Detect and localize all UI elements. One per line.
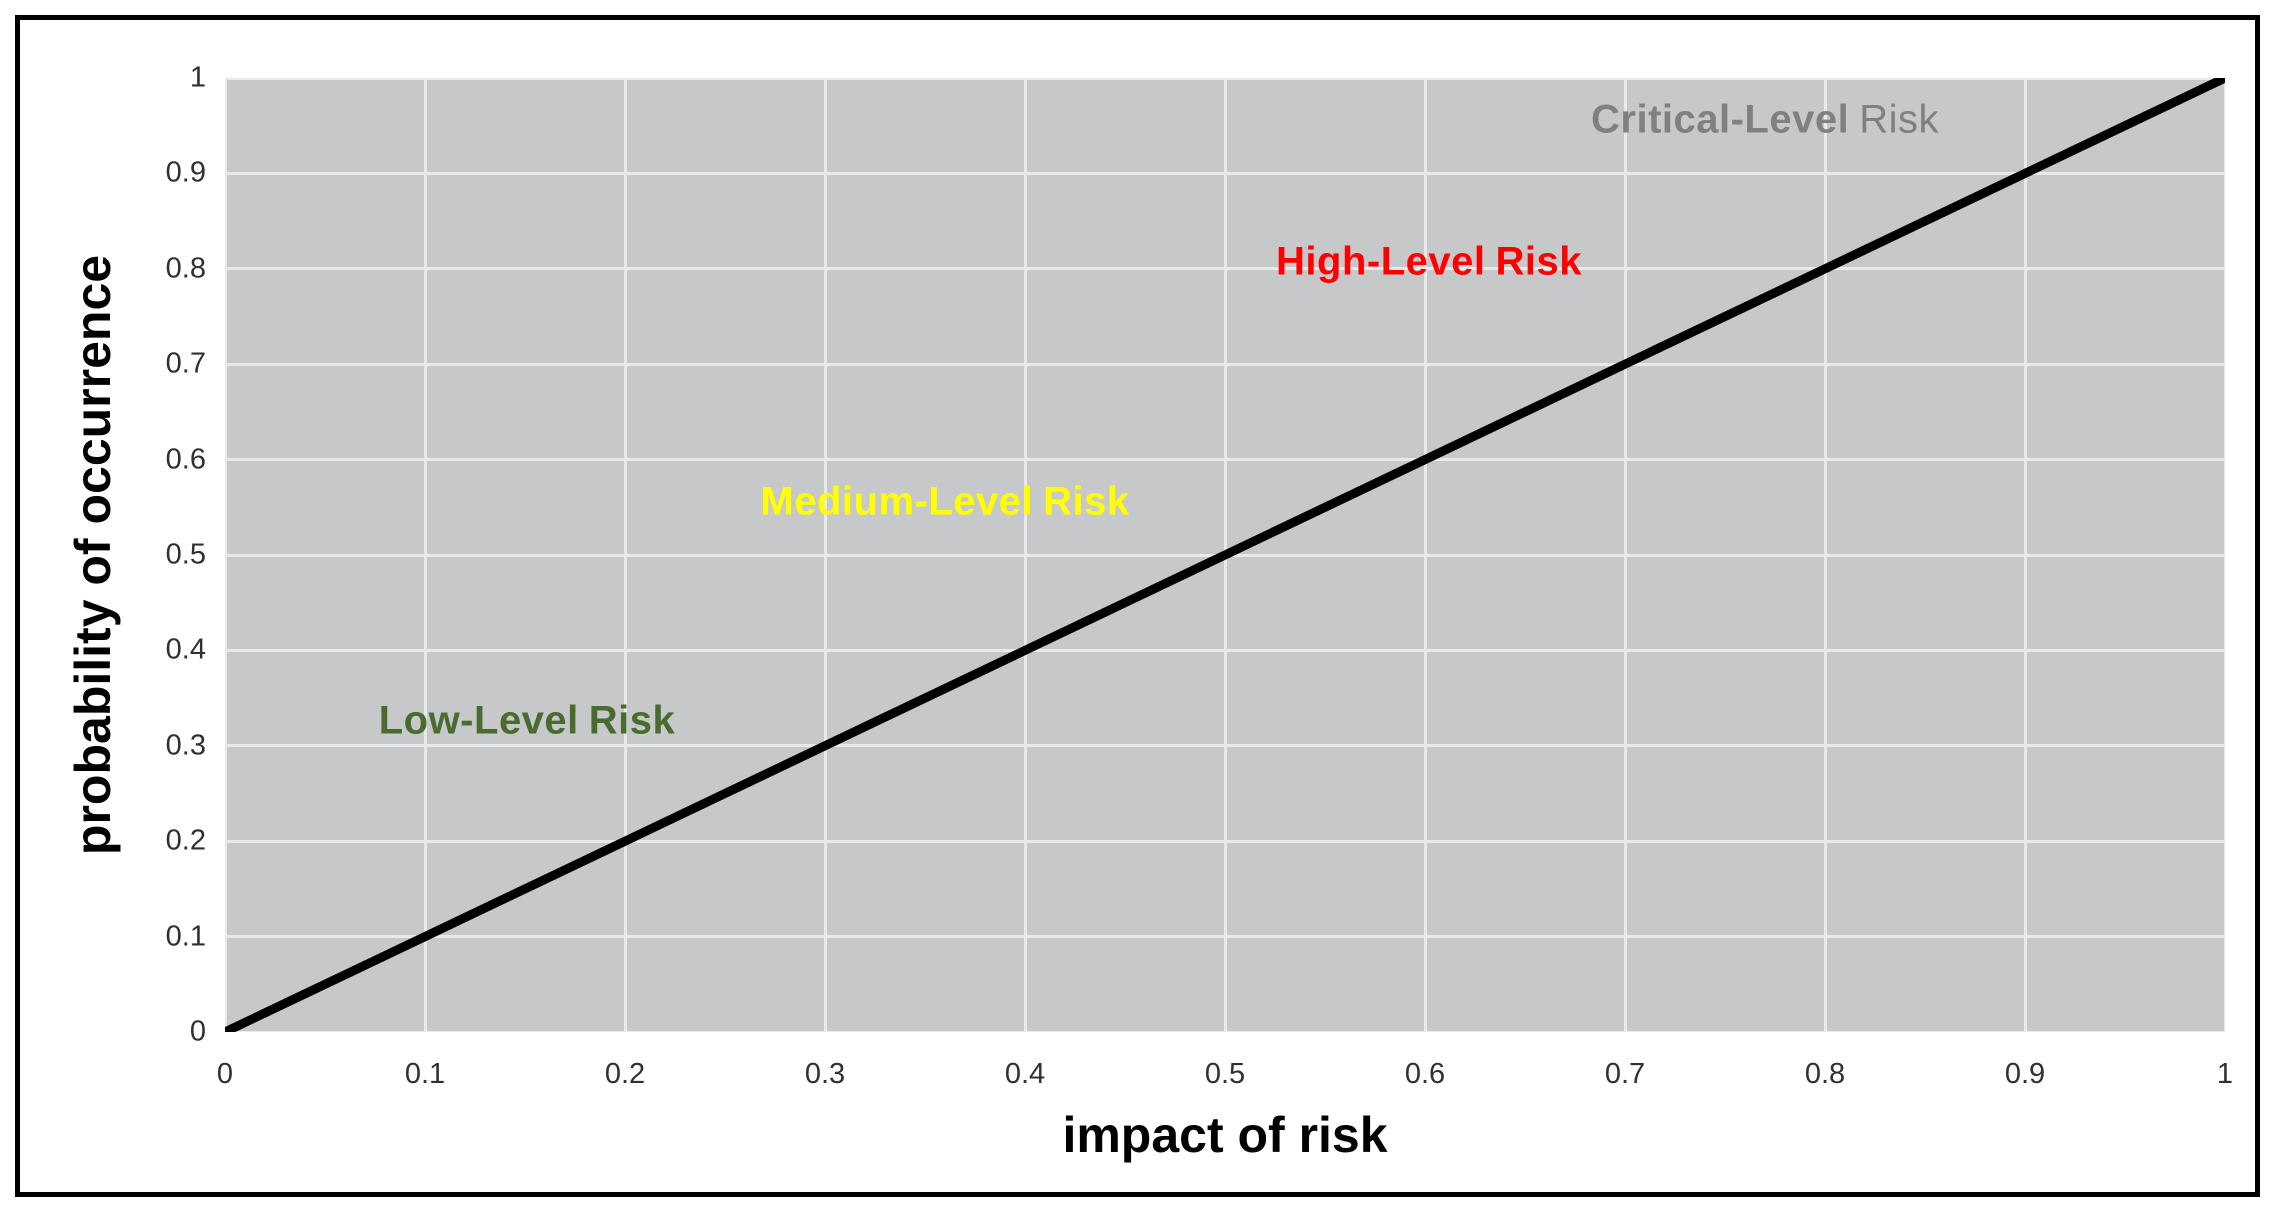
x-tick-label: 0.4 <box>1004 1058 1046 1090</box>
y-tick-label: 0.9 <box>165 156 206 189</box>
x-tick-label: 0.2 <box>604 1058 646 1090</box>
x-tick-label: 0.6 <box>1404 1058 1446 1090</box>
horizontal-gridline <box>225 362 2225 366</box>
x-tick-label: 0.3 <box>804 1058 846 1090</box>
risk-zone-label-main: Low-Level <box>378 698 579 743</box>
y-tick-label: 1 <box>189 61 206 94</box>
x-tick-label: 0.1 <box>404 1058 446 1090</box>
horizontal-gridline <box>225 458 2225 462</box>
risk-zone-label-main: Critical-Level <box>1591 97 1850 142</box>
risk-zone-label-suffix: Risk <box>588 698 676 743</box>
x-axis-title: impact of risk <box>1062 1107 1388 1163</box>
risk-zone-label: Low-Level Risk <box>379 698 676 743</box>
risk-zone-label-suffix: Risk <box>1043 479 1130 524</box>
chart-frame: probability of occurrence Low-Level Risk M… <box>15 15 2260 1197</box>
horizontal-gridline <box>225 171 2225 175</box>
y-tick-label: 0 <box>189 1015 206 1048</box>
y-tick-label: 0.7 <box>165 347 206 380</box>
risk-zone-label-suffix: Risk <box>1495 239 1582 284</box>
horizontal-gridline <box>225 78 2225 80</box>
risk-zone-label-main: High-Level <box>1276 239 1486 284</box>
y-axis-ticks: 0 0.1 0.2 0.3 0.4 0.5 0.6 0.7 0.8 0.9 1 <box>20 62 206 1048</box>
risk-zone-label-suffix: Risk <box>1859 97 1939 142</box>
x-tick-label: 0.9 <box>2004 1058 2046 1090</box>
x-tick-label: 0 <box>216 1058 234 1090</box>
risk-zone-label-main: Medium-Level <box>760 479 1034 524</box>
risk-zone-label: High-Level Risk <box>1276 240 1582 285</box>
line-series <box>225 78 2225 1032</box>
horizontal-gridline <box>225 648 2225 652</box>
y-tick-label: 0.2 <box>165 824 206 857</box>
risk-zone-label: Medium-Level Risk <box>760 479 1129 524</box>
horizontal-gridline <box>225 744 2225 748</box>
horizontal-gridline <box>225 1030 2225 1032</box>
x-tick-label: 0.7 <box>1604 1058 1646 1090</box>
x-tick-label: 0.8 <box>1804 1058 1846 1090</box>
risk-diagonal-line <box>225 78 2225 1032</box>
horizontal-gridline <box>225 839 2225 843</box>
x-tick-label: 0.5 <box>1204 1058 1246 1090</box>
y-tick-label: 0.8 <box>165 252 206 285</box>
x-axis-ticks: 0 0.1 0.2 0.3 0.4 0.5 0.6 0.7 0.8 0.9 1 <box>217 1058 2233 1094</box>
y-tick-label: 0.5 <box>165 538 206 571</box>
y-tick-label: 0.6 <box>165 443 206 476</box>
horizontal-gridline <box>225 267 2225 271</box>
plot-area: Low-Level Risk Medium-Level Risk High-Level R… <box>225 78 2225 1032</box>
y-tick-label: 0.4 <box>165 633 206 666</box>
x-tick-label: 1 <box>2216 1058 2234 1090</box>
risk-zone-label: Critical-Level Risk <box>1591 97 1939 142</box>
horizontal-gridline <box>225 935 2225 939</box>
y-tick-label: 0.3 <box>165 729 206 762</box>
y-tick-label: 0.1 <box>165 920 206 953</box>
